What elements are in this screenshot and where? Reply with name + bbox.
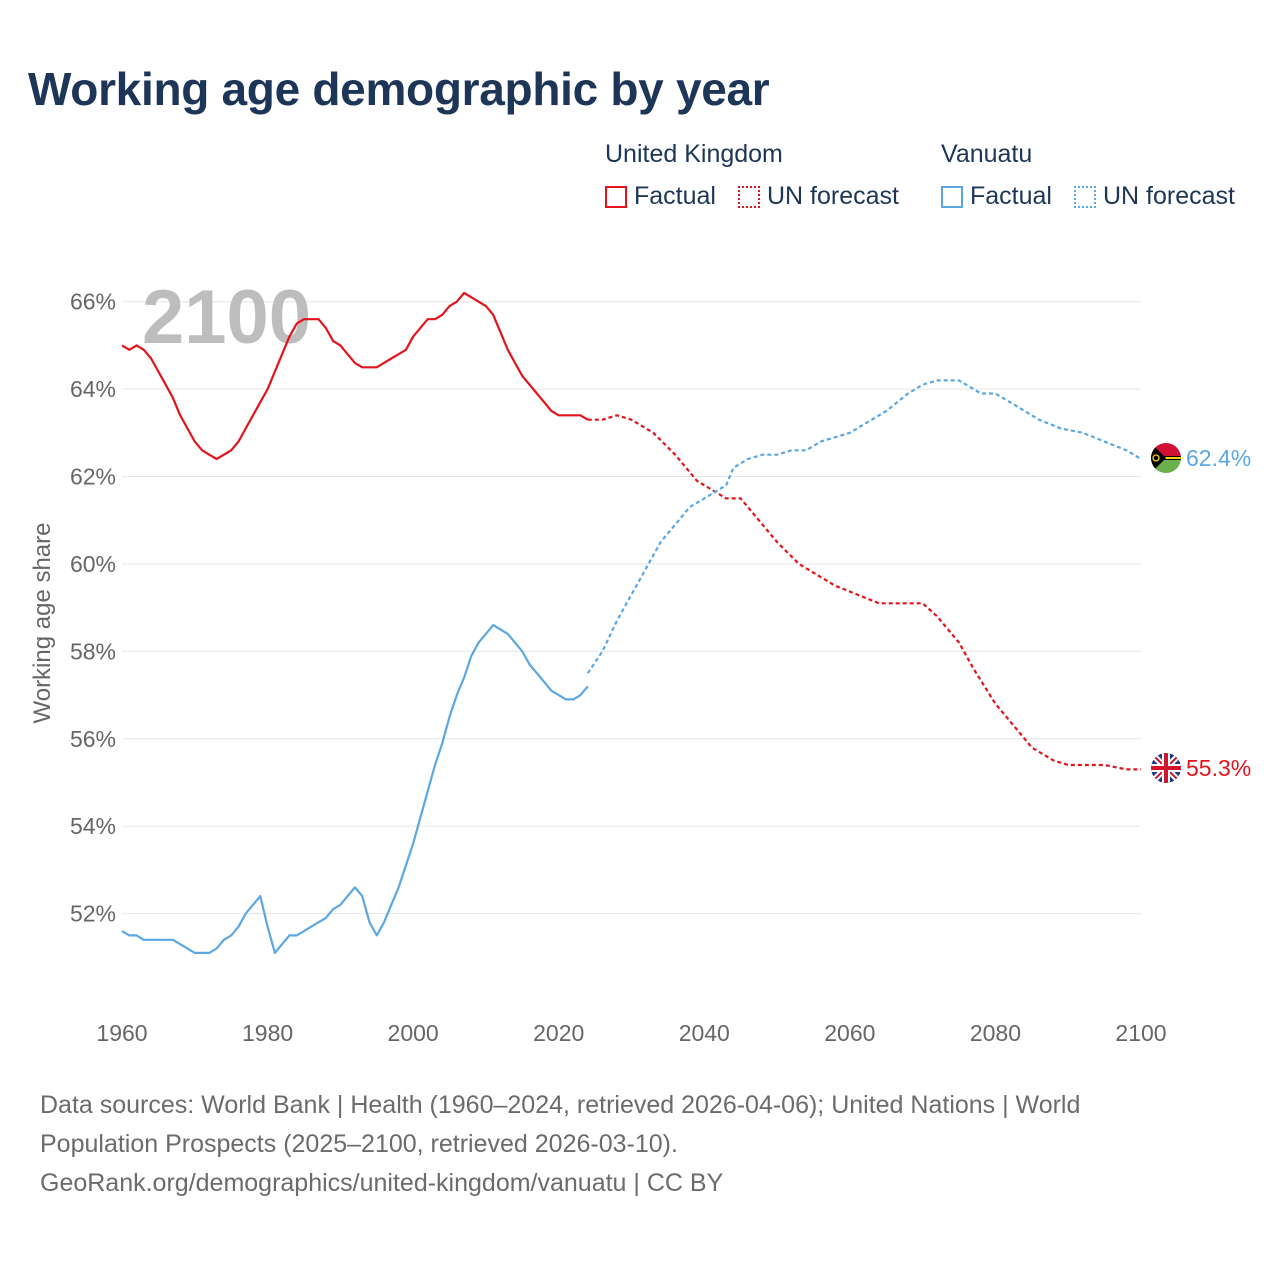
series-line-vanuatu-forecast[interactable] — [586, 379, 1142, 674]
x-tick-label: 2000 — [388, 1020, 439, 1046]
x-tick-label: 1960 — [96, 1020, 147, 1046]
chart-title: Working age demographic by year — [28, 63, 770, 115]
x-tick-label: 2020 — [533, 1020, 584, 1046]
y-axis-label: Working age share — [29, 523, 56, 724]
legend-item-vu-forecast[interactable]: UN forecast — [1074, 182, 1235, 211]
legend-country-vu: Vanuatu — [941, 140, 1033, 168]
footer-line-2: Population Prospects (2025–2100, retriev… — [40, 1130, 678, 1158]
y-tick-label: 54% — [70, 813, 116, 839]
x-tick-label: 2100 — [1115, 1020, 1166, 1046]
legend-label-uk-factual: Factual — [634, 182, 716, 210]
y-tick-label: 66% — [70, 289, 116, 315]
end-label-vanuatu: 62.4% — [1186, 445, 1251, 471]
legend-label-uk-forecast: UN forecast — [767, 182, 899, 210]
x-tick-label: 1980 — [242, 1020, 293, 1046]
y-tick-label: 60% — [70, 551, 116, 577]
legend-item-vu-factual[interactable]: Factual — [941, 182, 1052, 211]
series-line-uk-forecast[interactable] — [587, 414, 1141, 771]
y-tick-label: 56% — [70, 726, 116, 752]
x-tick-label: 2080 — [970, 1020, 1021, 1046]
footer-line-1: Data sources: World Bank | Health (1960–… — [40, 1091, 1081, 1119]
legend-swatch-uk-forecast — [738, 185, 760, 208]
footer-sources: Data sources: World Bank | Health (1960–… — [40, 1086, 1240, 1203]
footer-line-3[interactable]: GeoRank.org/demographics/united-kingdom/… — [40, 1169, 724, 1197]
vanuatu-flag-icon — [1151, 443, 1181, 473]
y-tick-label: 64% — [70, 376, 116, 402]
y-tick-label: 62% — [70, 464, 116, 490]
legend-label-vu-forecast: UN forecast — [1103, 182, 1235, 210]
y-tick-label: 52% — [70, 901, 116, 927]
legend-swatch-uk-factual — [605, 185, 627, 208]
series-line-uk-factual[interactable] — [121, 291, 589, 461]
uk-flag-icon — [1151, 753, 1181, 783]
series-line-vanuatu-factual[interactable] — [121, 623, 589, 955]
x-tick-label: 2040 — [679, 1020, 730, 1046]
legend-item-uk-factual[interactable]: Factual — [605, 182, 716, 211]
year-watermark: 2100 — [142, 275, 311, 360]
legend-country-uk: United Kingdom — [605, 140, 783, 168]
y-tick-label: 58% — [70, 638, 116, 664]
legend-swatch-vu-factual — [941, 185, 963, 208]
x-tick-label: 2060 — [824, 1020, 875, 1046]
legend-item-uk-forecast[interactable]: UN forecast — [738, 182, 899, 211]
legend-label-vu-factual: Factual — [970, 182, 1052, 210]
end-label-uk: 55.3% — [1186, 755, 1251, 781]
legend-swatch-vu-forecast — [1074, 185, 1096, 208]
